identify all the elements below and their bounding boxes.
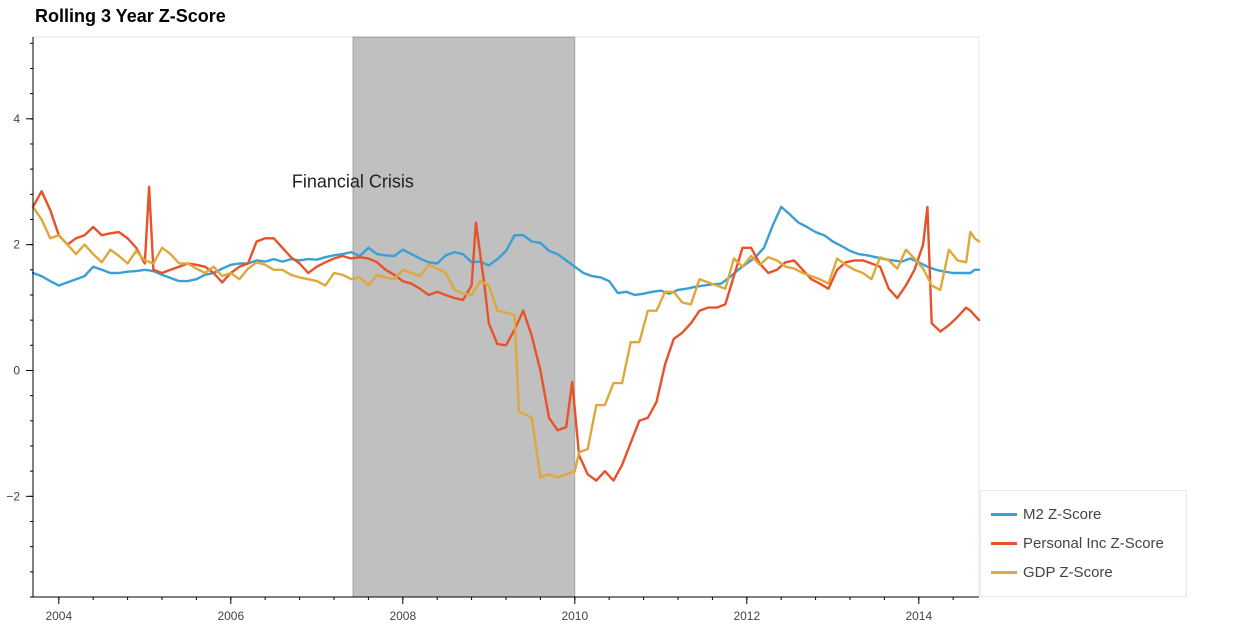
y-tick-label: 2 bbox=[13, 238, 20, 252]
x-tick-label: 2008 bbox=[389, 609, 416, 623]
y-tick-label: 4 bbox=[13, 112, 20, 126]
x-tick-label: 2006 bbox=[217, 609, 244, 623]
x-tick-label: 2012 bbox=[733, 609, 760, 623]
legend-item-personal-inc: Personal Inc Z-Score bbox=[991, 533, 1164, 553]
crisis-shade-0 bbox=[352, 36, 576, 598]
legend-item-gdp: GDP Z-Score bbox=[991, 562, 1113, 582]
x-tick-label: 2004 bbox=[45, 609, 72, 623]
legend-item-m2: M2 Z-Score bbox=[991, 504, 1101, 524]
annotation-financial-crisis: Financial Crisis bbox=[292, 172, 414, 192]
annotation-layer: Financial Crisis bbox=[292, 172, 414, 192]
chart-legend: M2 Z-Score Personal Inc Z-Score GDP Z-Sc… bbox=[980, 490, 1187, 597]
y-tick-label: −2 bbox=[6, 489, 20, 503]
legend-swatch-gdp bbox=[991, 570, 1017, 574]
x-tick-label: 2014 bbox=[905, 609, 932, 623]
crisis-shade-layer bbox=[352, 36, 576, 598]
series-line-m2 bbox=[31, 205, 981, 297]
legend-label-m2: M2 Z-Score bbox=[1023, 505, 1102, 523]
chart-title: Rolling 3 Year Z-Score bbox=[35, 6, 226, 26]
legend-label-gdp: GDP Z-Score bbox=[1023, 563, 1113, 581]
series-layer bbox=[31, 185, 981, 482]
axis-layer: 4 2 0 −2 2004 2006 2008 2010 2012 2014 bbox=[6, 37, 979, 623]
series-line-gdp bbox=[31, 205, 981, 479]
y-tick-label: 0 bbox=[13, 363, 20, 377]
x-tick-label: 2010 bbox=[561, 609, 588, 623]
legend-swatch-m2 bbox=[991, 512, 1017, 516]
legend-label-personal-inc: Personal Inc Z-Score bbox=[1023, 534, 1164, 552]
legend-swatch-personal-inc bbox=[991, 541, 1017, 545]
